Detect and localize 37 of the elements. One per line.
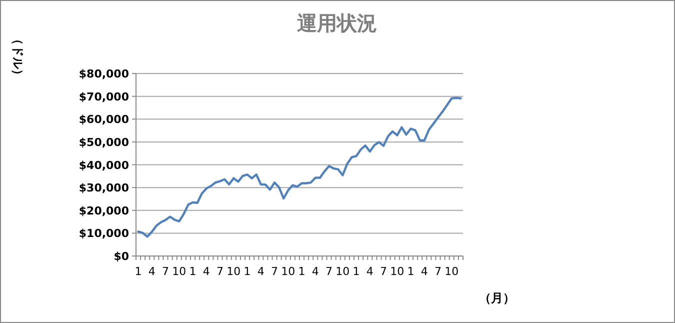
x-tick-label: 1 — [244, 265, 251, 278]
y-tick-label: $80,000 — [78, 68, 130, 80]
x-tick-label: 4 — [312, 265, 319, 278]
x-tick-label: 4 — [148, 265, 156, 278]
x-tick-label: 7 — [380, 265, 388, 278]
x-tick-label: 1 — [189, 265, 196, 278]
y-tick-label: $50,000 — [78, 136, 130, 149]
x-tick-label: 7 — [271, 265, 278, 278]
y-tick-label: $20,000 — [78, 204, 130, 218]
x-tick-label: 10 — [390, 265, 404, 278]
x-tick-label: 4 — [257, 265, 264, 278]
x-axis-title: （月） — [479, 291, 515, 305]
x-tick-label: 10 — [444, 265, 459, 278]
line-series — [137, 96, 462, 238]
x-tick-label: 10 — [281, 265, 296, 278]
x-tick-label: 1 — [134, 265, 142, 278]
y-tick-label: $10,000 — [78, 227, 130, 240]
x-tick-label: 10 — [226, 265, 241, 278]
x-tick-label: 7 — [162, 265, 170, 278]
x-tick-label: 10 — [336, 265, 350, 278]
x-tick-label: 1 — [407, 265, 414, 278]
y-tick-label: $60,000 — [78, 113, 130, 126]
y-tick-label: $40,000 — [78, 158, 130, 172]
x-tick-label: 4 — [420, 265, 428, 278]
x-tick-label: 7 — [216, 265, 224, 278]
y-tick-label: $0 — [114, 250, 130, 263]
y-tick-label: $70,000 — [78, 90, 130, 104]
x-tick-label: 10 — [172, 265, 186, 278]
x-tick-label: 4 — [202, 265, 210, 278]
x-tick-label: 7 — [326, 265, 333, 278]
y-axis-title: （ドル） — [11, 33, 25, 81]
x-tick-label: 4 — [366, 265, 374, 278]
y-tick-label: $30,000 — [78, 182, 130, 195]
x-tick-label: 1 — [352, 265, 360, 278]
chart-title: 運用状況 — [296, 11, 377, 35]
x-tick-label: 7 — [434, 265, 442, 278]
x-tick-label: 1 — [298, 265, 306, 278]
